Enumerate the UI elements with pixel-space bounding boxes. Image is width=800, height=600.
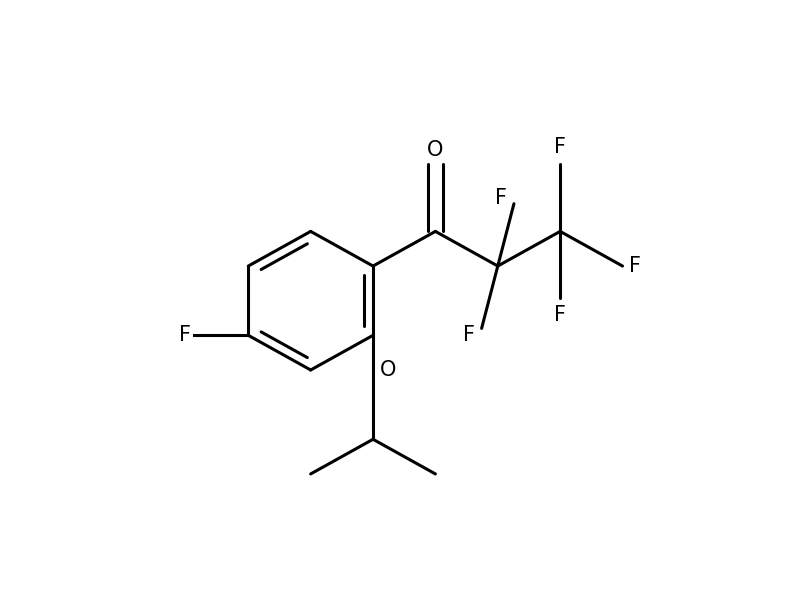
Text: F: F	[630, 256, 642, 276]
Text: F: F	[495, 188, 507, 208]
Text: F: F	[179, 325, 191, 346]
Text: O: O	[427, 140, 443, 160]
Text: F: F	[462, 325, 474, 346]
Text: F: F	[554, 305, 566, 325]
Text: O: O	[380, 360, 396, 380]
Text: F: F	[554, 137, 566, 157]
